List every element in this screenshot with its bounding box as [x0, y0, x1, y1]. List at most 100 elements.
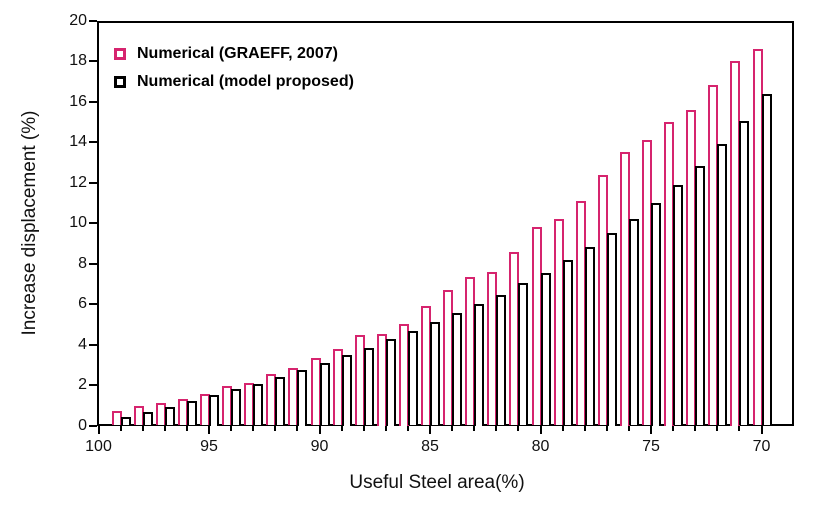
bar-model [407, 331, 418, 426]
bar-model [120, 417, 131, 426]
y-tick-label: 12 [69, 173, 87, 191]
x-minor-tick [583, 426, 586, 431]
bar-model [761, 94, 772, 426]
y-axis-title: Increase displacement (%) [19, 110, 40, 336]
y-tick-label: 20 [69, 11, 87, 29]
x-minor-tick [738, 426, 741, 431]
bar-model [673, 184, 684, 426]
y-tick-label: 6 [78, 295, 87, 312]
y-tick [89, 222, 97, 224]
bar-model [231, 389, 242, 426]
x-tick-label: 90 [310, 438, 329, 455]
y-tick [89, 303, 97, 305]
x-minor-tick [296, 426, 299, 431]
x-minor-tick [406, 426, 409, 431]
y-tick [89, 19, 97, 22]
x-axis-title: Useful Steel area(%) [349, 472, 525, 493]
bar-model [695, 166, 706, 426]
x-minor-tick [230, 426, 233, 431]
bar-model [275, 376, 286, 426]
x-tick-label: 95 [200, 438, 218, 455]
x-tick-label: 100 [85, 438, 112, 455]
x-major-tick [650, 426, 652, 434]
bar-model [628, 218, 639, 426]
y-tick-label: 14 [69, 133, 87, 150]
bar-model [540, 272, 551, 426]
x-minor-tick [672, 426, 675, 431]
x-minor-tick [384, 426, 387, 431]
legend-item-graeff: Numerical (GRAEFF, 2007) [114, 42, 354, 66]
bar-model [651, 202, 661, 426]
bar-model [142, 412, 153, 426]
y-tick-label: 8 [78, 254, 87, 272]
x-minor-tick [694, 426, 697, 431]
x-major-tick [318, 426, 321, 434]
bar-model [164, 407, 175, 426]
x-minor-tick [252, 426, 255, 431]
bar-model [606, 233, 617, 426]
y-tick [89, 384, 97, 386]
y-tick-label: 4 [78, 335, 87, 353]
x-minor-tick [451, 426, 454, 431]
bar-model [186, 401, 197, 426]
x-minor-tick [119, 426, 122, 431]
x-minor-tick [362, 426, 365, 431]
bar-model [385, 339, 396, 426]
y-tick [89, 343, 97, 346]
bar-model [562, 260, 573, 426]
x-tick-label: 85 [421, 438, 439, 455]
legend-item-model: Numerical (model proposed) [114, 70, 354, 94]
x-tick-label: 70 [752, 438, 771, 455]
x-minor-tick [473, 426, 476, 431]
x-minor-tick [495, 426, 498, 431]
y-tick [89, 262, 97, 265]
bar-model [209, 395, 219, 426]
y-tick [89, 141, 97, 143]
x-minor-tick [517, 426, 520, 431]
x-major-tick [208, 426, 210, 434]
x-minor-tick [141, 426, 144, 431]
y-tick-label: 0 [78, 416, 87, 434]
x-major-tick [539, 426, 542, 434]
black-square-marker-icon [114, 76, 126, 88]
y-tick-label: 18 [69, 52, 87, 69]
x-minor-tick [185, 426, 188, 431]
x-minor-tick [340, 426, 343, 431]
x-minor-tick [274, 426, 277, 431]
x-tick-label: 80 [531, 438, 550, 455]
legend-label-graeff: Numerical (GRAEFF, 2007) [137, 45, 338, 62]
x-major-tick [760, 426, 763, 434]
x-minor-tick [561, 426, 564, 431]
legend-label-model: Numerical (model proposed) [137, 73, 354, 90]
y-tick [89, 100, 97, 103]
bar-model [297, 369, 308, 426]
y-tick-label: 16 [69, 92, 87, 110]
bar-model [739, 120, 750, 426]
x-minor-tick [716, 426, 719, 431]
bar-model [496, 294, 507, 426]
x-minor-tick [605, 426, 608, 431]
bar-model [363, 347, 374, 426]
bar-model [584, 247, 595, 426]
x-major-tick [429, 426, 431, 434]
bar-model [319, 362, 330, 426]
bar-model [430, 322, 440, 426]
x-minor-tick [627, 426, 630, 431]
y-tick [89, 424, 97, 427]
bar-model [474, 304, 485, 426]
legend: Numerical (GRAEFF, 2007) Numerical (mode… [114, 42, 354, 98]
y-tick [89, 181, 97, 184]
bar-model [253, 383, 264, 426]
bar-model [717, 144, 728, 426]
x-major-tick [97, 426, 100, 434]
y-tick [89, 60, 97, 62]
bar-model [518, 282, 529, 426]
y-tick-label: 2 [78, 376, 87, 393]
pink-square-marker-icon [114, 48, 126, 60]
x-minor-tick [163, 426, 166, 431]
x-tick-label: 75 [642, 438, 660, 455]
bar-model [341, 354, 352, 426]
y-tick-label: 10 [69, 214, 87, 231]
bar-model [452, 313, 463, 426]
